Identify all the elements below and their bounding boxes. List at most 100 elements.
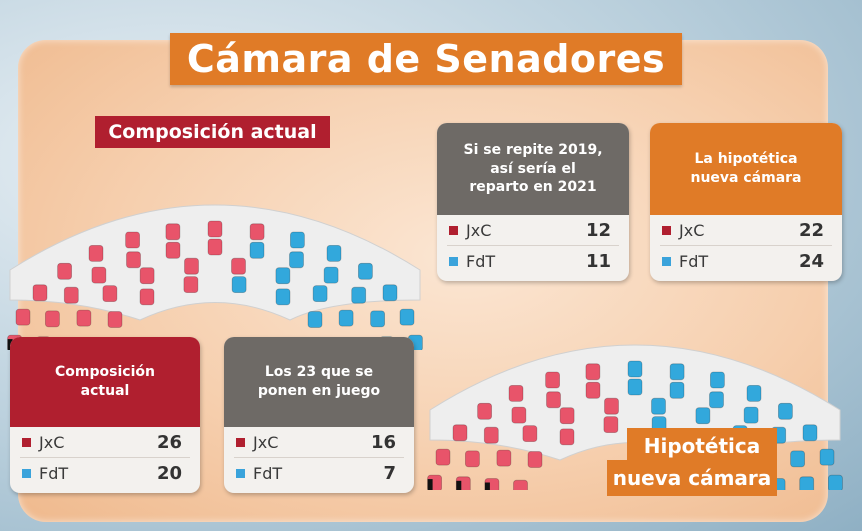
seat-count: 20 xyxy=(156,462,182,484)
card-repeat-heading-line: así sería el xyxy=(490,160,576,177)
party-label: JxC xyxy=(253,432,279,452)
card-hypothetical-row-jxc: JxC 22 xyxy=(650,215,842,245)
seat-jxc xyxy=(545,371,560,389)
party-label: FdT xyxy=(679,251,709,271)
seat-count: 11 xyxy=(585,250,611,272)
seat-jxc xyxy=(585,363,601,381)
card-at-stake-heading-line: ponen en juego xyxy=(257,383,381,399)
seat-fdt xyxy=(249,241,265,259)
card-hypothetical-heading-line: nueva cámara xyxy=(690,170,802,186)
seat-fdt xyxy=(651,397,666,415)
seat-jxc xyxy=(604,397,619,415)
card-at-stake-row-fdt: FdT 7 xyxy=(224,458,414,488)
seat-shadow xyxy=(484,482,490,490)
label-hipotetica-line2: nueva cámara xyxy=(612,466,772,490)
seat-fdt xyxy=(323,266,339,284)
seat-fdt xyxy=(799,476,815,490)
seat-jxc xyxy=(559,407,575,425)
label-hipotetica-line1: Hipotética xyxy=(643,434,761,458)
party-label: JxC xyxy=(679,220,705,240)
seat-jxc xyxy=(452,424,468,442)
jxc-swatch xyxy=(236,437,245,447)
seat-jxc xyxy=(435,448,451,466)
seat-fdt xyxy=(289,231,305,249)
fdt-swatch xyxy=(449,256,458,266)
seat-fdt xyxy=(746,385,762,402)
seat-jxc xyxy=(184,257,199,275)
seat-jxc xyxy=(508,385,524,402)
seat-jxc xyxy=(183,276,199,293)
divider xyxy=(660,245,832,246)
party-label: JxC xyxy=(466,220,492,240)
card-at-stake: Los 23 que se ponen en juego JxC 16 FdT … xyxy=(224,337,414,493)
card-hypothetical-heading-line: La hipotética xyxy=(694,151,798,168)
card-repeat-heading: Si se repite 2019, así sería el reparto … xyxy=(437,123,629,215)
seat-fdt xyxy=(627,378,643,396)
seat-jxc xyxy=(603,416,619,433)
seat-fdt xyxy=(819,448,835,466)
label-hipotetica: Hipotética xyxy=(627,428,777,464)
fdt-swatch xyxy=(236,468,245,478)
seat-jxc xyxy=(126,251,141,269)
seat-shadow xyxy=(427,479,433,490)
seat-jxc xyxy=(15,308,31,326)
seat-jxc xyxy=(477,402,492,420)
seat-jxc xyxy=(165,223,181,241)
party-label: FdT xyxy=(39,463,69,483)
seat-count: 26 xyxy=(156,431,182,453)
seat-fdt xyxy=(370,310,386,328)
seat-fdt xyxy=(338,309,354,327)
card-repeat-row-jxc: JxC 12 xyxy=(437,215,629,245)
seat-fdt xyxy=(399,308,415,326)
seat-jxc xyxy=(125,231,140,249)
seat-jxc xyxy=(249,223,265,241)
seat-jxc xyxy=(546,391,561,409)
seat-fdt xyxy=(627,360,643,378)
seat-fdt xyxy=(326,245,342,262)
card-hypothetical-heading: La hipotética nueva cámara xyxy=(650,123,842,215)
seat-jxc xyxy=(165,241,181,259)
card-repeat-heading-line: reparto en 2021 xyxy=(469,179,597,196)
seat-fdt xyxy=(307,311,323,328)
seat-jxc xyxy=(585,381,601,399)
seat-fdt xyxy=(669,363,685,381)
card-current-heading: Composición actual xyxy=(10,337,200,427)
fdt-swatch xyxy=(22,468,31,478)
label-nueva-camara: nueva cámara xyxy=(607,460,777,496)
seat-fdt xyxy=(275,288,291,306)
seat-fdt xyxy=(802,424,818,442)
party-label: FdT xyxy=(253,463,283,483)
seat-jxc xyxy=(139,288,155,306)
seat-fdt xyxy=(382,284,398,302)
seat-count: 12 xyxy=(585,219,611,241)
seat-fdt xyxy=(777,402,793,420)
card-current-heading-line: Composición xyxy=(55,364,155,381)
hemicycle-current xyxy=(7,204,423,350)
seat-jxc xyxy=(207,220,223,238)
jxc-swatch xyxy=(449,225,458,235)
seat-jxc xyxy=(496,449,512,467)
seat-jxc xyxy=(76,309,92,327)
card-repeat-row-fdt: FdT 11 xyxy=(437,246,629,276)
seat-fdt xyxy=(351,286,367,304)
party-label: FdT xyxy=(466,251,496,271)
card-current-heading-line: actual xyxy=(80,383,130,399)
seat-fdt xyxy=(828,474,843,490)
card-repeat-heading-line: Si se repite 2019, xyxy=(463,141,603,158)
seat-count: 16 xyxy=(370,431,396,453)
seat-fdt xyxy=(231,276,247,293)
card-at-stake-heading: Los 23 que se ponen en juego xyxy=(224,337,414,427)
seat-jxc xyxy=(102,285,118,303)
jxc-swatch xyxy=(662,225,671,235)
seat-jxc xyxy=(559,428,575,446)
seat-fdt xyxy=(709,391,724,409)
seat-fdt xyxy=(790,450,806,468)
jxc-swatch xyxy=(22,437,31,447)
page-title: Cámara de Senadores xyxy=(170,33,682,85)
seat-shadow xyxy=(456,480,462,490)
fdt-swatch xyxy=(662,256,671,266)
seat-jxc xyxy=(88,245,104,262)
seat-jxc xyxy=(522,425,538,443)
card-hypothetical-row-fdt: FdT 24 xyxy=(650,246,842,276)
seat-count: 7 xyxy=(383,462,396,484)
